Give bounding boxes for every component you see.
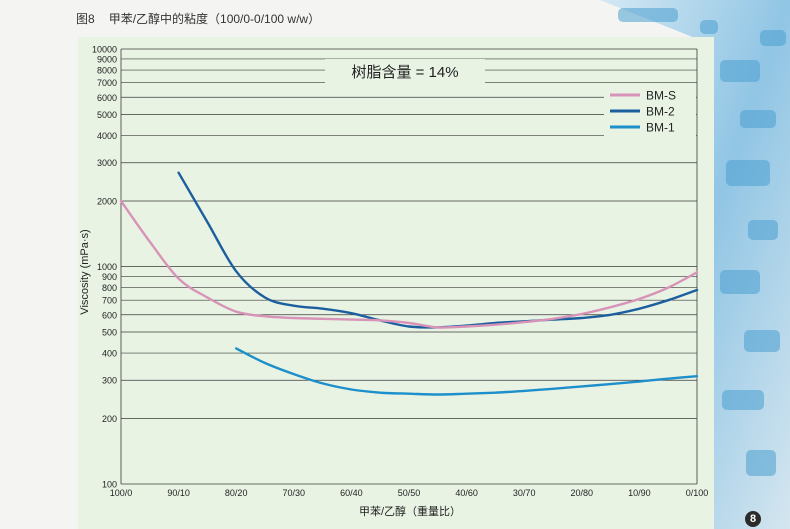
- figure-caption-text: 甲苯/乙醇中的粘度（100/0-0/100 w/w）: [108, 12, 321, 26]
- page-number-badge: 8: [745, 511, 761, 527]
- chart-title: 树脂含量 = 14%: [351, 64, 458, 81]
- series-line-bm-s: [119, 199, 699, 329]
- circuit-block: [720, 60, 760, 82]
- circuit-block: [760, 30, 786, 46]
- y-axis-label: Viscosity (mPa·s): [79, 229, 91, 314]
- x-tick-label: 0/100: [686, 488, 709, 498]
- circuit-block: [744, 330, 780, 352]
- x-tick-label: 50/50: [398, 488, 421, 498]
- circuit-block: [722, 390, 764, 410]
- y-tick-label: 400: [102, 349, 117, 359]
- circuit-block: [720, 270, 760, 294]
- circuit-block: [726, 160, 770, 186]
- legend-label: BM-S: [646, 89, 676, 103]
- y-tick-label: 8000: [97, 66, 117, 76]
- y-tick-label: 300: [102, 376, 117, 386]
- legend-label: BM-1: [646, 121, 675, 135]
- series-line-bm-1: [235, 347, 699, 396]
- x-tick-label: 10/90: [628, 488, 651, 498]
- y-tick-label: 1000: [97, 262, 117, 272]
- y-tick-label: 10000: [92, 45, 117, 55]
- y-tick-label: 100: [102, 480, 117, 490]
- x-tick-label: 80/20: [225, 488, 248, 498]
- grid-lines: [120, 48, 698, 485]
- y-tick-label: 500: [102, 327, 117, 337]
- y-tick-label: 9000: [97, 54, 117, 64]
- y-tick-label: 700: [102, 296, 117, 306]
- y-tick-label: 3000: [97, 158, 117, 168]
- legend-label: BM-2: [646, 105, 675, 119]
- x-tick-labels: 100/0 90/10 80/20 70/30 60/40 50/50 40/60 30/70…: [110, 488, 709, 498]
- y-tick-label: 2000: [97, 197, 117, 207]
- figure-number: 图8: [76, 12, 95, 26]
- x-tick-label: 60/40: [340, 488, 363, 498]
- x-tick-label: 20/80: [571, 488, 594, 498]
- circuit-block: [740, 110, 776, 128]
- y-tick-label: 7000: [97, 78, 117, 88]
- circuit-block: [700, 20, 718, 34]
- y-tick-label: 200: [102, 414, 117, 424]
- legend: BM-S BM-2 BM-1: [604, 86, 696, 136]
- figure-caption: 图8 甲苯/乙醇中的粘度（100/0-0/100 w/w）: [76, 10, 334, 27]
- chart-title-background: [325, 59, 485, 83]
- y-tick-label: 6000: [97, 93, 117, 103]
- y-tick-label: 800: [102, 283, 117, 293]
- y-tick-label: 5000: [97, 110, 117, 120]
- x-tick-label: 30/70: [513, 488, 536, 498]
- circuit-pattern: [618, 8, 786, 476]
- circuit-block: [748, 220, 778, 240]
- x-tick-label: 40/60: [455, 488, 478, 498]
- x-tick-label: 100/0: [110, 488, 133, 498]
- x-axis-label: 甲苯/乙醇（重量比）: [359, 504, 461, 518]
- series-lines: [119, 171, 699, 396]
- x-tick-label: 70/30: [283, 488, 306, 498]
- y-tick-label: 600: [102, 310, 117, 320]
- circuit-block: [746, 450, 776, 476]
- circuit-block: [618, 8, 678, 22]
- y-tick-label: 900: [102, 272, 117, 282]
- x-tick-label: 90/10: [167, 488, 190, 498]
- y-tick-label: 4000: [97, 131, 117, 141]
